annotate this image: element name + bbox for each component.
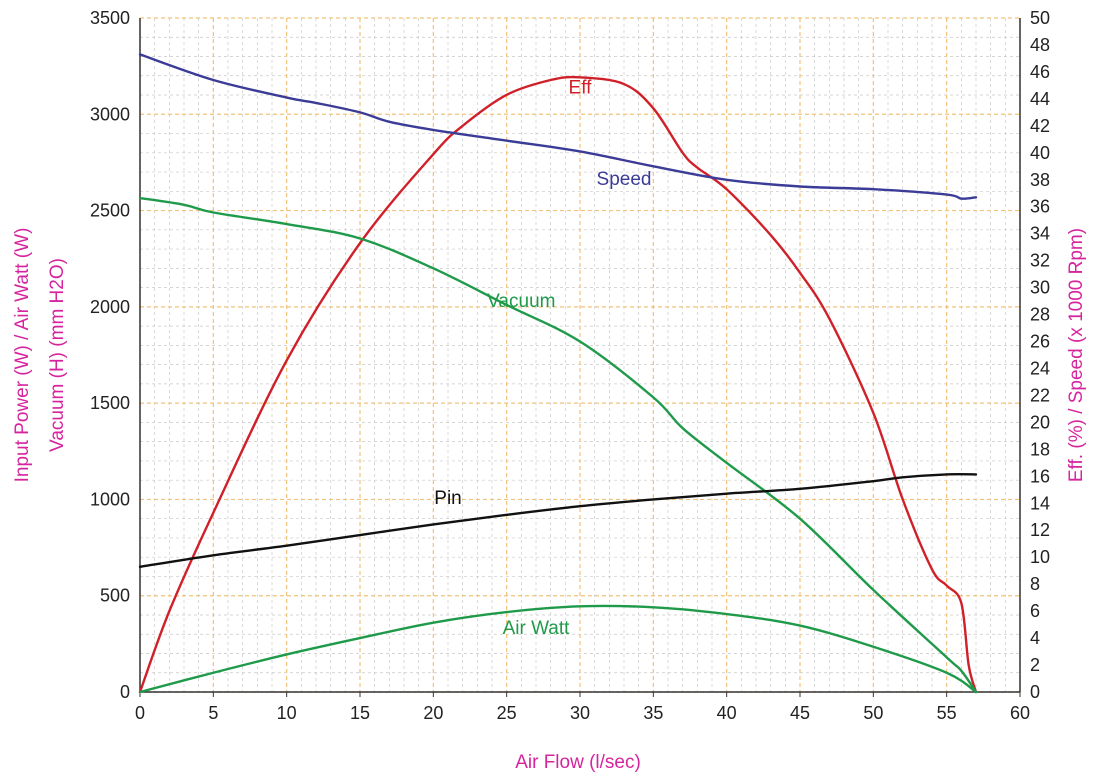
- y-right-tick-label: 44: [1030, 89, 1050, 109]
- y-right-tick-label: 46: [1030, 62, 1050, 82]
- series-labels: Eff Speed Vacuum Pin Air Watt: [434, 77, 651, 639]
- y-left-tick-label: 3000: [90, 104, 130, 124]
- x-tick-label: 25: [497, 703, 517, 723]
- series-lines: [138, 53, 978, 694]
- y-right-tick-label: 48: [1030, 35, 1050, 55]
- series-line-pin: [138, 472, 978, 569]
- y-right-tick-label: 22: [1030, 385, 1050, 405]
- y-right-tick-label: 30: [1030, 278, 1050, 298]
- y-right-tick-label: 6: [1030, 601, 1040, 621]
- y-left-tick-label: 500: [100, 586, 130, 606]
- y-right-tick-label: 18: [1030, 439, 1050, 459]
- y-left-tick-label: 1500: [90, 393, 130, 413]
- y-right-tick-label: 50: [1030, 8, 1050, 28]
- series-label-vacuum: Vacuum: [487, 291, 555, 312]
- y-left-axis-title-line1: Input Power (W) / Air Watt (W): [12, 228, 33, 483]
- y-left-tick-label: 2000: [90, 297, 130, 317]
- grid: [139, 17, 1021, 693]
- x-tick-label: 40: [717, 703, 737, 723]
- y-right-tick-label: 28: [1030, 305, 1050, 325]
- y-right-tick-label: 2: [1030, 655, 1040, 675]
- x-tick-label: 55: [937, 703, 957, 723]
- y-left-tick-label: 1000: [90, 489, 130, 509]
- y-right-tick-label: 10: [1030, 547, 1050, 567]
- y-right-axis-title: Eff. (%) / Speed (x 1000 Rpm): [1066, 228, 1087, 482]
- y-right-tick-label: 14: [1030, 493, 1050, 513]
- y-left-tick-label: 2500: [90, 201, 130, 221]
- tick-labels: 0 5 10 15 20 25 30 35 40 45 50 55 600500100015002000…: [90, 8, 1050, 723]
- x-tick-label: 45: [790, 703, 810, 723]
- series-line-air-watt: [138, 604, 978, 694]
- y-right-tick-label: 40: [1030, 143, 1050, 163]
- axes: [139, 18, 1021, 697]
- x-tick-label: 60: [1010, 703, 1030, 723]
- x-tick-label: 30: [570, 703, 590, 723]
- y-right-tick-label: 26: [1030, 332, 1050, 352]
- x-tick-label: 0: [135, 703, 145, 723]
- y-right-tick-label: 0: [1030, 682, 1040, 702]
- y-left-axis-title-line2: Vacuum (H) (mm H2O): [47, 258, 68, 452]
- y-right-tick-label: 8: [1030, 574, 1040, 594]
- y-left-tick-label: 0: [120, 682, 130, 702]
- y-right-tick-label: 20: [1030, 412, 1050, 432]
- x-tick-label: 20: [423, 703, 443, 723]
- y-right-tick-label: 12: [1030, 520, 1050, 540]
- y-right-tick-label: 24: [1030, 358, 1050, 378]
- x-tick-label: 5: [208, 703, 218, 723]
- x-axis-title: Air Flow (l/sec): [515, 752, 641, 773]
- y-right-tick-label: 38: [1030, 170, 1050, 190]
- series-line-eff: [138, 75, 978, 694]
- y-right-tick-label: 4: [1030, 628, 1040, 648]
- series-line-speed: [138, 53, 978, 200]
- y-right-tick-label: 42: [1030, 116, 1050, 136]
- series-label-speed: Speed: [597, 169, 652, 190]
- y-right-tick-label: 36: [1030, 197, 1050, 217]
- y-left-tick-label: 3500: [90, 8, 130, 28]
- series-label-eff: Eff: [569, 77, 593, 98]
- x-tick-label: 35: [643, 703, 663, 723]
- y-right-tick-label: 16: [1030, 466, 1050, 486]
- y-right-tick-label: 32: [1030, 251, 1050, 271]
- x-tick-label: 10: [277, 703, 297, 723]
- y-right-tick-label: 34: [1030, 224, 1050, 244]
- series-label-pin: Pin: [434, 488, 461, 509]
- x-tick-label: 50: [863, 703, 883, 723]
- x-tick-label: 15: [350, 703, 370, 723]
- series-label-air-watt: Air Watt: [503, 618, 571, 639]
- series-line-vacuum: [138, 196, 978, 694]
